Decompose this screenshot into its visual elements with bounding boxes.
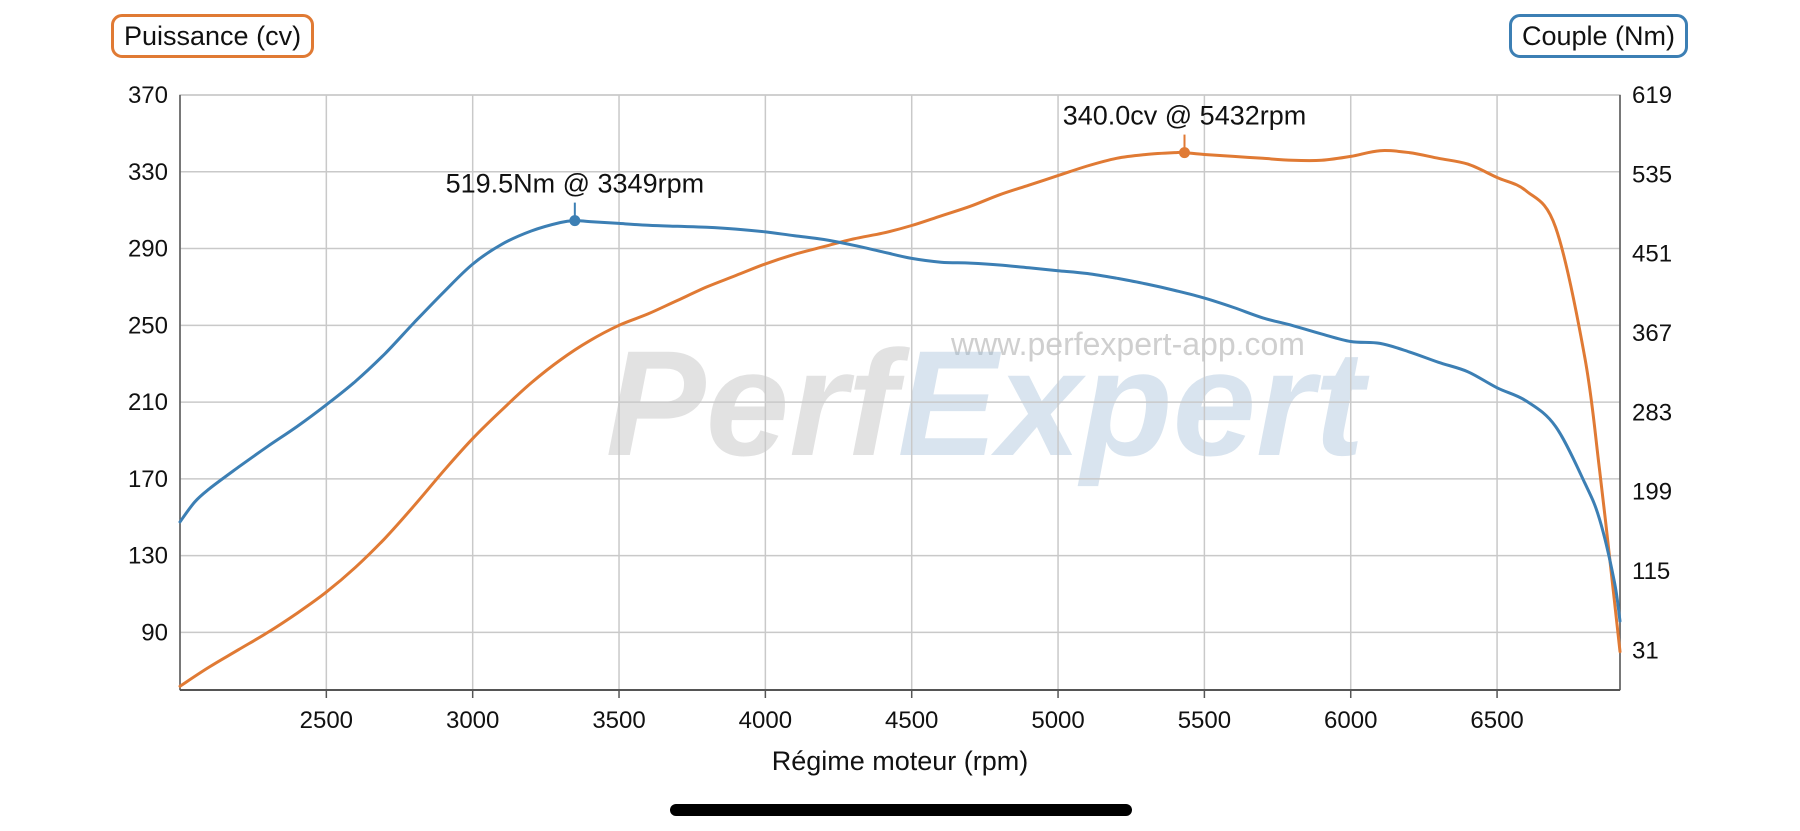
power-peak-marker [1178, 147, 1190, 159]
y-right-tick-label: 115 [1632, 558, 1670, 585]
x-tick-label: 5500 [1178, 707, 1231, 734]
watermark-brand-expert: Expert [897, 319, 1370, 487]
y-left-tick-label: 90 [141, 619, 168, 646]
watermark-brand: PerfExpert [606, 319, 1371, 487]
y-right-tick-label: 451 [1632, 241, 1672, 268]
power-peak-label: 340.0cv @ 5432rpm [1063, 101, 1307, 131]
axes: 2500 3000 3500 4000 4500 5000 5500 6000 6500 90 13… [128, 82, 1672, 776]
y-right-tick-label: 199 [1632, 479, 1672, 506]
y-left-tick-label: 370 [128, 82, 168, 109]
y-right-tick-label: 283 [1632, 399, 1672, 426]
power-curve [178, 149, 1622, 688]
y-right-tick-label: 619 [1632, 82, 1672, 109]
y-left-tick-label: 250 [128, 312, 168, 339]
legend-torque: Couple (Nm) [1508, 14, 1688, 58]
y-right-tick-label: 367 [1632, 320, 1672, 347]
x-tick-label: 6000 [1324, 707, 1377, 734]
x-tick-label: 3500 [592, 707, 645, 734]
y-right-tick-label: 535 [1632, 161, 1672, 188]
series [178, 149, 1622, 688]
x-tick-label: 4500 [885, 707, 938, 734]
annotations: 519.5Nm @ 3349rpm 340.0cv @ 5432rpm [446, 101, 1307, 227]
x-axis-label: Régime moteur (rpm) [772, 746, 1029, 776]
x-tick-label: 3000 [446, 707, 499, 734]
torque-curve [178, 219, 1622, 623]
legend-power: Puissance (cv) [111, 14, 315, 58]
x-tick-label: 5000 [1031, 707, 1084, 734]
y-left-tick-label: 290 [128, 236, 168, 263]
y-left-tick-label: 130 [128, 543, 168, 570]
torque-peak-label: 519.5Nm @ 3349rpm [446, 169, 705, 199]
watermark-url: www.perfexpert-app.com [950, 326, 1305, 362]
torque-peak-marker [569, 215, 581, 227]
y-right-tick-label: 31 [1632, 637, 1659, 664]
y-left-tick-label: 210 [128, 389, 168, 416]
y-left-tick-label: 170 [128, 466, 168, 493]
x-tick-label: 6500 [1470, 707, 1523, 734]
x-tick-label: 4000 [739, 707, 792, 734]
home-indicator [670, 804, 1132, 816]
y-left-tick-label: 330 [128, 159, 168, 186]
watermark-brand-perf: Perf [606, 319, 911, 487]
x-tick-label: 2500 [300, 707, 353, 734]
